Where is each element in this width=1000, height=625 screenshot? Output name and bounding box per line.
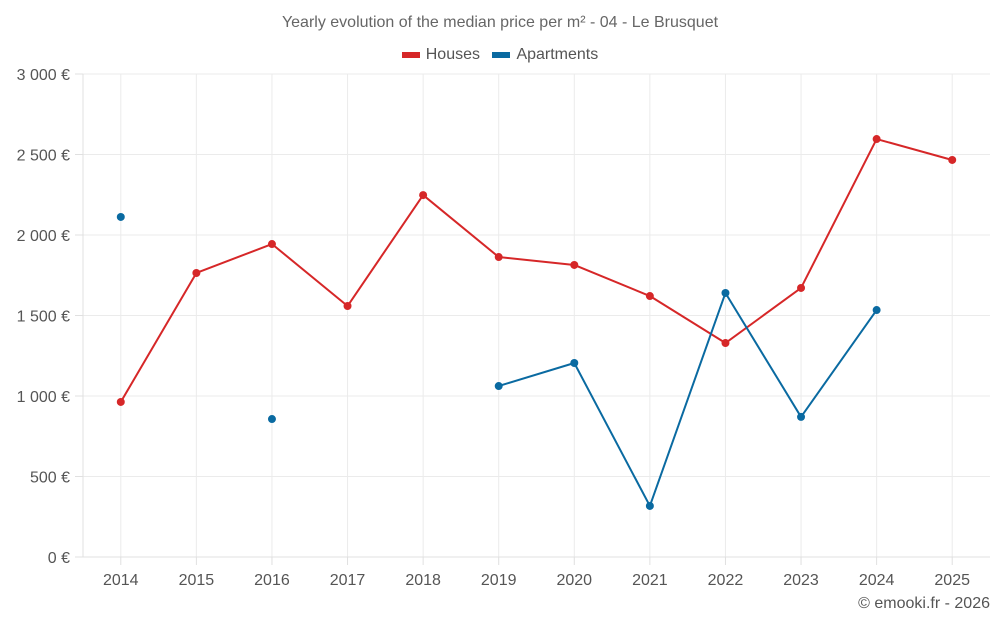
x-tick-label: 2018 bbox=[405, 572, 441, 589]
x-tick-label: 2025 bbox=[934, 572, 970, 589]
data-point-houses bbox=[494, 253, 503, 262]
y-tick-label: 500 € bbox=[30, 470, 70, 487]
data-point-houses bbox=[645, 292, 654, 301]
data-point-houses bbox=[721, 339, 730, 348]
x-tick-label: 2022 bbox=[708, 572, 744, 589]
copyright-footer: © emooki.fr - 2026 bbox=[858, 595, 990, 612]
data-point-apartments bbox=[116, 212, 125, 221]
data-point-houses bbox=[948, 155, 957, 164]
data-point-apartments bbox=[721, 288, 730, 297]
y-tick-label: 2 000 € bbox=[17, 228, 70, 245]
legend-swatch-apartments bbox=[492, 52, 511, 58]
data-point-houses bbox=[872, 135, 881, 144]
x-tick-label: 2017 bbox=[330, 572, 366, 589]
x-tick-label: 2020 bbox=[556, 572, 592, 589]
chart-title: Yearly evolution of the median price per… bbox=[281, 14, 719, 31]
data-point-houses bbox=[267, 240, 276, 249]
series-line-apartments bbox=[498, 291, 878, 507]
y-tick-label: 2 500 € bbox=[17, 148, 70, 165]
x-tick-label: 2014 bbox=[103, 572, 139, 589]
data-point-apartments bbox=[494, 382, 503, 391]
legend-item-houses[interactable]: Houses bbox=[401, 46, 480, 64]
legend-label-houses: Houses bbox=[425, 46, 480, 63]
x-tick-label: 2015 bbox=[179, 572, 215, 589]
x-tick-label: 2019 bbox=[481, 572, 517, 589]
data-point-houses bbox=[343, 302, 352, 311]
data-point-apartments bbox=[645, 501, 654, 510]
y-tick-label: 0 € bbox=[48, 550, 70, 567]
data-point-houses bbox=[192, 268, 201, 277]
x-tick-label: 2016 bbox=[254, 572, 290, 589]
legend: Houses Apartments bbox=[0, 45, 1000, 64]
legend-item-apartments[interactable]: Apartments bbox=[492, 46, 598, 64]
series-line-houses bbox=[119, 138, 953, 403]
data-point-houses bbox=[797, 283, 806, 292]
data-point-apartments bbox=[797, 412, 806, 421]
data-point-apartments bbox=[570, 358, 579, 367]
y-tick-label: 3 000 € bbox=[17, 67, 70, 84]
x-tick-label: 2023 bbox=[783, 572, 819, 589]
data-point-apartments bbox=[872, 306, 881, 315]
x-tick-label: 2024 bbox=[859, 572, 895, 589]
data-point-houses bbox=[419, 191, 428, 200]
data-point-apartments bbox=[267, 415, 276, 424]
y-tick-label: 1 000 € bbox=[17, 389, 70, 406]
y-tick-label: 1 500 € bbox=[17, 309, 70, 326]
data-point-houses bbox=[570, 260, 579, 269]
data-point-houses bbox=[116, 397, 125, 406]
x-tick-label: 2021 bbox=[632, 572, 668, 589]
legend-label-apartments: Apartments bbox=[516, 46, 599, 63]
legend-swatch-houses bbox=[401, 52, 420, 58]
